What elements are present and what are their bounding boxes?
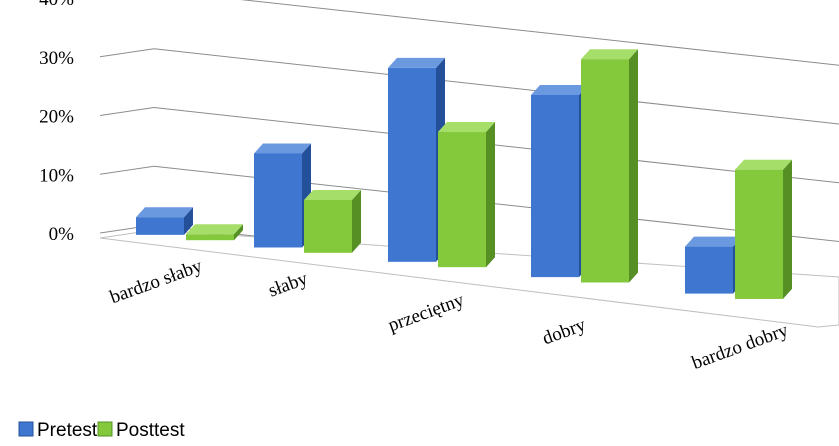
gridline-side: [99, 48, 155, 58]
bar-side-face: [352, 190, 361, 253]
bar-front-face: [735, 169, 783, 299]
bar-posttest-slaby: [304, 190, 361, 253]
bar-posttest-bardzo-slaby: [186, 224, 243, 241]
bar-top-face: [186, 224, 243, 235]
bar-front-face: [531, 94, 579, 278]
gridline-side: [99, 107, 155, 116]
legend-label-posttest: Posttest: [116, 420, 185, 441]
y-tick-label: 10%: [39, 165, 74, 186]
x-tick-label-dobry: dobry: [540, 314, 589, 349]
bar-side-face: [486, 122, 495, 268]
bar-top-face: [304, 190, 361, 200]
bar-front-face: [685, 246, 733, 294]
bar-posttest-bardzo-dobry: [735, 159, 792, 299]
bar-front-face: [438, 132, 486, 268]
bar-front-face: [136, 217, 184, 235]
bar-front-face: [581, 59, 629, 283]
bar-side-face: [783, 159, 792, 299]
bar-pretest-bardzo-dobry: [685, 236, 742, 294]
bar-top-face: [438, 122, 495, 132]
bar-front-face: [304, 199, 352, 253]
bar-top-face: [581, 49, 638, 60]
gridline: [240, 0, 839, 66]
legend-swatch-pretest: [18, 421, 34, 437]
bar-top-face: [388, 57, 445, 68]
x-tick-label-przecietny: przeciętny: [385, 289, 467, 336]
y-axis-tick-labels: 0% 10% 20% 30% 40%: [39, 0, 74, 245]
bar-pretest-dobry: [531, 85, 588, 278]
bar-front-face: [254, 153, 302, 248]
bar-posttest-dobry: [581, 49, 638, 283]
bar-top-face: [735, 159, 792, 170]
y-tick-label: 30%: [39, 48, 74, 69]
bar-front-face: [388, 67, 436, 262]
bar-side-face: [234, 224, 243, 241]
bar-top-face: [254, 143, 311, 154]
bar-top-face: [531, 85, 588, 95]
bar-pretest-slaby: [254, 143, 311, 248]
bar-side-face: [629, 49, 638, 283]
y-tick-label: 20%: [39, 107, 74, 128]
bar-posttest-przecietny: [438, 122, 495, 268]
bar-front-face: [186, 234, 234, 241]
x-tick-label-bardzo-dobry: bardzo dobry: [689, 320, 791, 374]
legend-label-pretest: Pretest: [37, 420, 98, 441]
x-tick-label-slaby: słaby: [266, 268, 311, 302]
y-tick-label: 0%: [49, 224, 75, 245]
gridline: [153, 107, 839, 184]
legend-swatch-posttest: [97, 421, 113, 437]
bar-pretest-przecietny: [388, 57, 445, 262]
bar-pretest-bardzo-slaby: [136, 207, 193, 235]
y-tick-label: 40%: [39, 0, 74, 10]
x-tick-label-bardzo-slaby: bardzo słaby: [107, 255, 205, 308]
gridline: [153, 48, 839, 125]
bar-top-face: [685, 236, 742, 247]
bar-side-face: [184, 207, 193, 235]
bar-top-face: [136, 207, 193, 218]
legend: Pretest Posttest: [18, 420, 185, 441]
bars: [136, 49, 792, 299]
gridline-side: [99, 165, 155, 175]
